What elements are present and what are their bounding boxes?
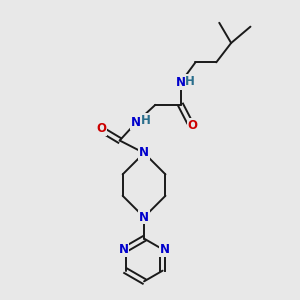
Text: N: N xyxy=(176,76,186,89)
Text: H: H xyxy=(185,74,195,88)
Text: N: N xyxy=(139,146,149,160)
Text: O: O xyxy=(188,118,197,131)
Text: H: H xyxy=(141,114,151,127)
Text: O: O xyxy=(96,122,106,135)
Text: N: N xyxy=(131,116,141,129)
Text: N: N xyxy=(160,243,170,256)
Text: N: N xyxy=(118,243,128,256)
Text: N: N xyxy=(139,211,149,224)
